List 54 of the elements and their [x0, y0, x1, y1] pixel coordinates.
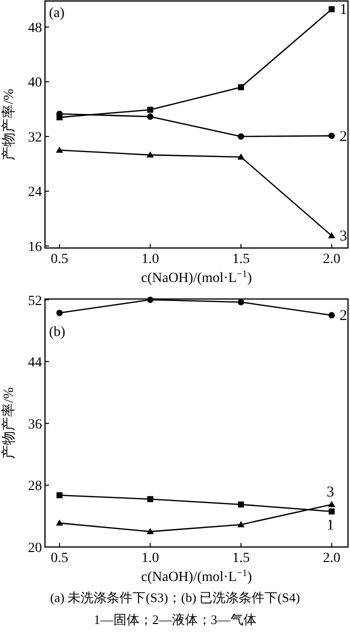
- series-label: 1: [326, 517, 334, 534]
- point: [147, 113, 154, 120]
- point: [56, 310, 63, 316]
- point: [328, 500, 336, 508]
- y-tick-label: 32: [28, 130, 42, 146]
- y-tick-label: 24: [28, 185, 42, 200]
- series-label: 3: [326, 484, 334, 501]
- x-tick-label: 1.0: [141, 252, 159, 267]
- x-tick-label: 1.0: [141, 551, 159, 566]
- x-tick-label: 1.5: [232, 551, 250, 566]
- point: [56, 519, 64, 526]
- y-axis-title: 产物产率/%: [1, 88, 17, 160]
- y-axis-title: 产物产率/%: [1, 386, 17, 459]
- y-tick-label: 16: [28, 240, 42, 255]
- x-tick-label: 2.0: [322, 551, 340, 566]
- point: [328, 6, 335, 12]
- point: [238, 133, 244, 140]
- point: [328, 132, 335, 139]
- point: [238, 298, 244, 306]
- y-tick-label: 36: [28, 417, 42, 432]
- point: [328, 508, 335, 514]
- point: [147, 496, 154, 502]
- point: [238, 502, 244, 508]
- y-tick-label: 48: [28, 21, 42, 36]
- annotation: (b): [49, 325, 66, 340]
- annotation: (a): [49, 6, 65, 21]
- y-tick-label: 40: [28, 76, 42, 91]
- series-label: 2: [340, 308, 348, 324]
- y-tick-label: 44: [28, 356, 42, 371]
- y-tick-label: 28: [28, 479, 42, 494]
- point: [328, 312, 335, 318]
- x-tick-label: 2.0: [322, 252, 340, 267]
- point: [328, 232, 336, 238]
- point: [146, 528, 154, 534]
- point: [56, 146, 64, 153]
- point: [56, 492, 63, 498]
- point: [147, 296, 154, 303]
- y-tick-label: 52: [28, 294, 42, 309]
- y-tick-label: 20: [28, 541, 42, 556]
- point: [146, 151, 154, 158]
- text: 1—固体；2—液体；3—气体: [94, 612, 256, 627]
- series-label: 2: [340, 128, 348, 145]
- x-axis-title: c(NaOH)/(mol·L$^{−1}$): [141, 568, 252, 585]
- series-label: 3: [340, 228, 348, 245]
- x-tick-label: 0.5: [50, 551, 68, 566]
- point: [237, 520, 245, 528]
- x-axis-title: c(NaOH)/(mol·L$^{−1}$): [141, 268, 252, 286]
- x-tick-label: 1.5: [232, 252, 250, 267]
- point: [147, 106, 154, 113]
- x-tick-label: 0.5: [50, 252, 68, 267]
- text: (a) 未洗涤条件下(S3)；(b) 已洗涤条件下(S4): [50, 590, 300, 605]
- point: [238, 84, 244, 90]
- point: [237, 153, 245, 160]
- series-label: 1: [340, 2, 348, 18]
